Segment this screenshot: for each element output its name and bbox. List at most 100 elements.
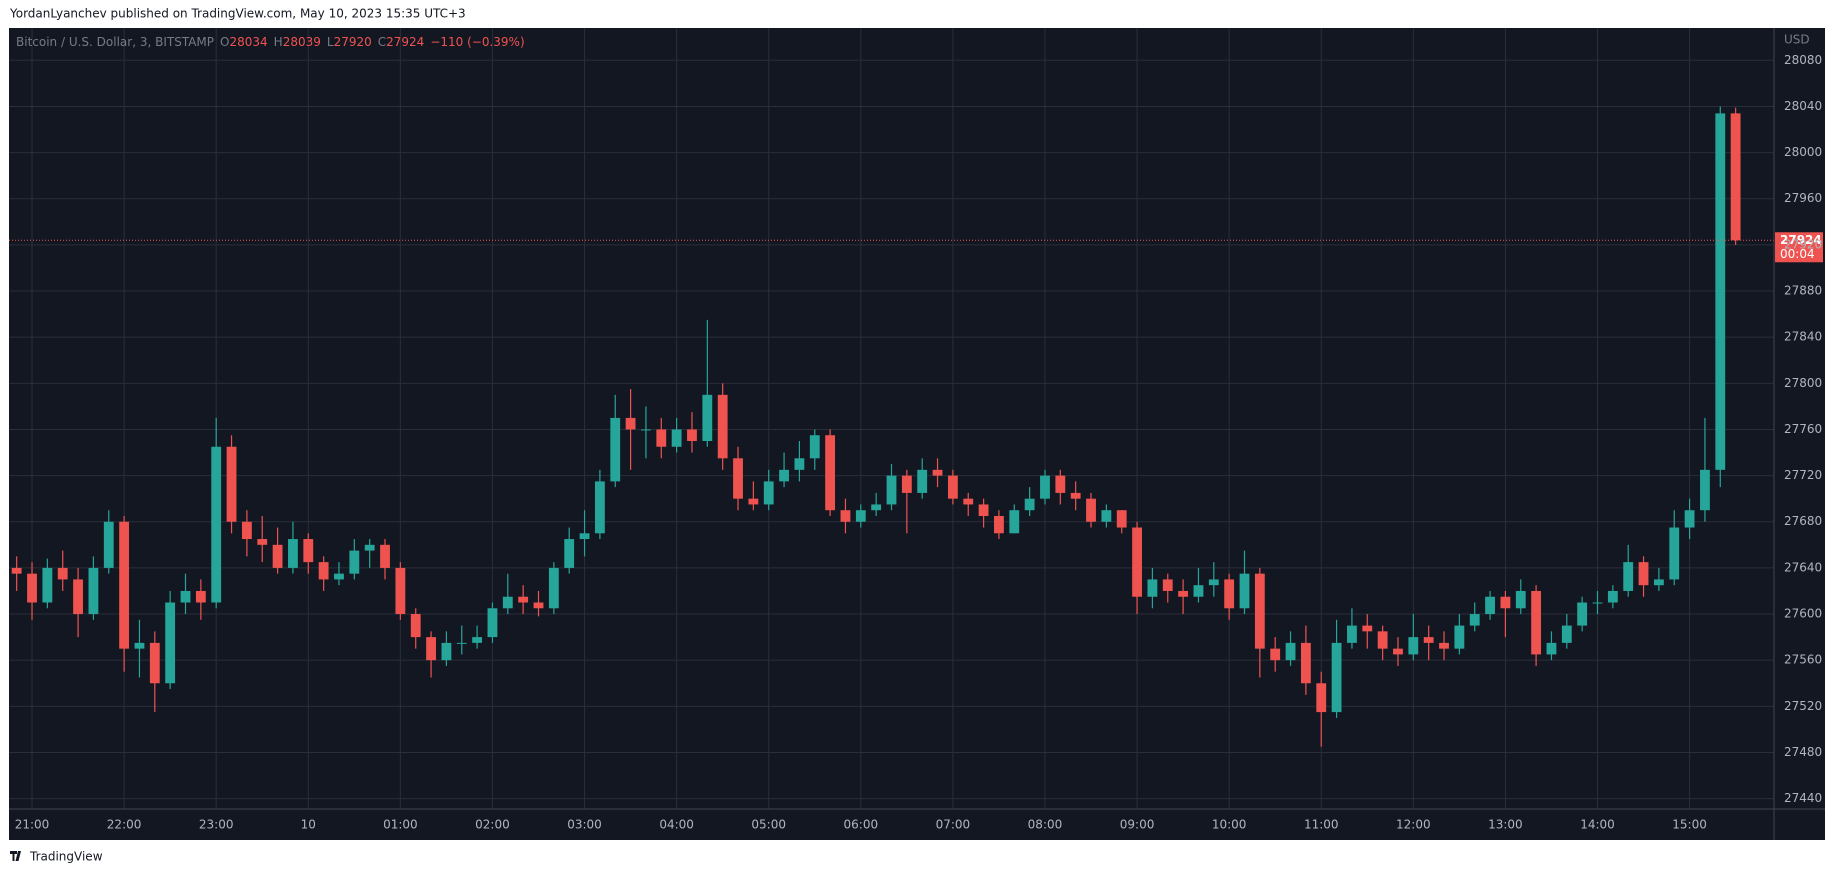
candle-body	[410, 614, 421, 638]
candle-body	[272, 544, 283, 568]
candle-body	[794, 458, 805, 470]
candle-body	[1439, 642, 1449, 649]
x-tick-label: 12:00	[1396, 818, 1431, 832]
candle-body	[1316, 683, 1327, 713]
candle-body	[318, 562, 329, 580]
y-tick-label: 27920	[1784, 237, 1822, 251]
grid	[9, 28, 1774, 809]
last-price-label: 27924	[1780, 233, 1822, 247]
y-tick-label: 28080	[1784, 53, 1822, 67]
candle-body	[1500, 596, 1511, 609]
x-tick-label: 09:00	[1120, 818, 1155, 832]
candle-body	[825, 435, 836, 511]
candle-body	[947, 475, 958, 499]
candle-body	[211, 446, 222, 603]
candle-body	[656, 429, 667, 447]
y-tick-label: 27560	[1784, 653, 1822, 667]
candle-body	[1331, 642, 1342, 713]
y-tick-label: 28040	[1784, 99, 1822, 113]
candle-body	[917, 469, 928, 493]
last-price-tag	[1775, 232, 1823, 263]
y-tick-label: 27720	[1784, 468, 1822, 482]
candle-body	[1607, 590, 1618, 603]
candle-body	[1040, 475, 1050, 499]
candle-body	[257, 539, 268, 545]
candle-body	[1101, 510, 1112, 522]
legend-value: 27920	[334, 35, 372, 49]
x-tick-label: 13:00	[1488, 818, 1523, 832]
publish-header: YordanLyanchev published on TradingView.…	[9, 7, 466, 21]
y-tick-label: 27960	[1784, 191, 1822, 205]
candle-body	[364, 544, 375, 551]
x-tick-label: 01:00	[383, 818, 418, 832]
candle-body	[334, 573, 344, 580]
x-tick-label: 08:00	[1028, 818, 1063, 832]
candle-body	[748, 498, 759, 505]
candle-body	[625, 417, 636, 430]
candle-body	[1546, 642, 1557, 655]
candle-body	[441, 642, 452, 661]
candle-body	[717, 394, 728, 459]
candle-body	[1715, 113, 1726, 470]
candle-body	[42, 567, 53, 603]
candle-body	[564, 539, 575, 568]
candle-body	[1730, 113, 1741, 241]
x-tick-label: 07:00	[936, 818, 971, 832]
candle-body	[1423, 637, 1434, 643]
candle-body	[303, 539, 314, 563]
y-tick-label: 27760	[1784, 422, 1822, 436]
candle-body	[1531, 590, 1542, 655]
candle-body	[1638, 562, 1649, 586]
countdown-label: 00:04	[1780, 247, 1815, 261]
y-tick-label: 27480	[1784, 745, 1822, 759]
x-tick-label: 10	[301, 818, 316, 832]
candle-body	[809, 435, 820, 459]
candle-body	[1224, 579, 1235, 609]
candle-body	[380, 544, 390, 568]
candle-body	[1254, 573, 1265, 649]
candle-body	[1469, 614, 1480, 626]
candle-body	[855, 510, 866, 522]
candle-body	[103, 521, 114, 568]
candle-body	[1515, 590, 1526, 609]
candle-body	[472, 637, 483, 643]
y-tick-label: 27840	[1784, 330, 1822, 344]
footer-brand: TradingView	[29, 850, 103, 864]
candle-body	[1393, 648, 1403, 655]
candle-body	[1162, 579, 1173, 591]
footer-logo	[10, 851, 21, 861]
legend-value: 27924	[386, 35, 424, 49]
candle-body	[963, 498, 974, 505]
candle-body	[73, 579, 83, 615]
candle-body	[671, 429, 682, 447]
x-tick-label: 04:00	[659, 818, 694, 832]
candle-body	[1623, 562, 1634, 591]
candle-body	[533, 602, 544, 609]
x-tick-label: 15:00	[1672, 818, 1707, 832]
candle-body	[1300, 642, 1311, 684]
candle-body	[1577, 602, 1588, 626]
y-tick-label: 27880	[1784, 284, 1822, 298]
chart-bg	[9, 28, 1825, 840]
x-tick-label: 23:00	[199, 818, 234, 832]
candle-body	[1408, 637, 1419, 655]
candle-body	[871, 504, 882, 511]
legend-key: C	[378, 35, 386, 49]
candle-body	[149, 642, 160, 684]
candle-body	[1132, 527, 1142, 597]
candle-body	[702, 394, 713, 441]
x-tick-label: 03:00	[567, 818, 602, 832]
candle-body	[502, 596, 513, 609]
y-tick-label: 27520	[1784, 699, 1822, 713]
candle-body	[994, 515, 1004, 534]
y-tick-label: 27640	[1784, 560, 1822, 574]
candle-body	[395, 567, 406, 615]
candle-body	[165, 602, 176, 684]
candle-body	[1009, 510, 1020, 534]
x-tick-label: 10:00	[1212, 818, 1247, 832]
currency-label: USD	[1784, 33, 1810, 47]
candle-body	[763, 481, 774, 505]
candle-body	[1116, 510, 1127, 528]
y-tick-label: 27800	[1784, 376, 1822, 390]
